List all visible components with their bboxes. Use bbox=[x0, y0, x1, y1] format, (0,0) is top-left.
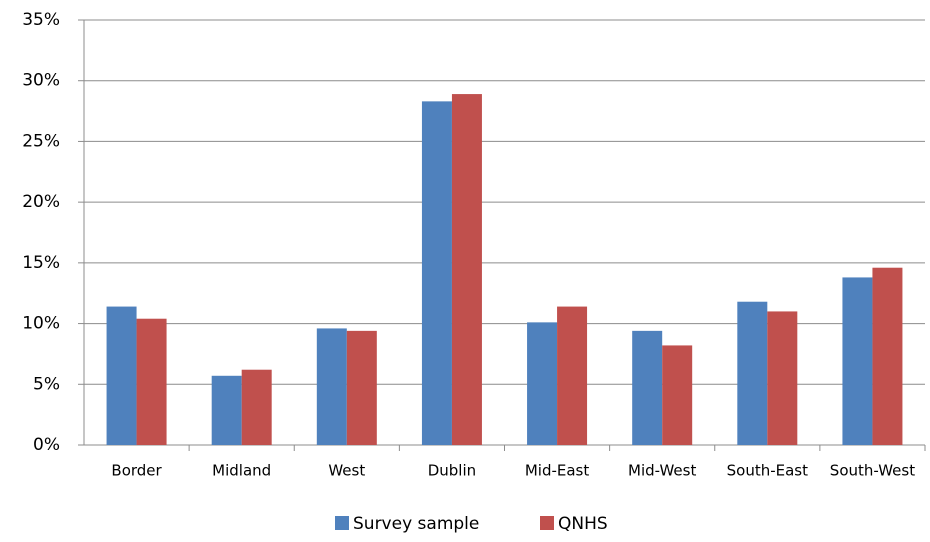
y-tick-label: 15% bbox=[22, 253, 60, 273]
x-tick-label: Mid-East bbox=[525, 462, 590, 480]
y-tick-label: 5% bbox=[33, 374, 60, 394]
x-tick-label: Dublin bbox=[428, 462, 476, 480]
bar bbox=[767, 311, 798, 445]
bar bbox=[662, 345, 693, 445]
y-tick-label: 10% bbox=[22, 314, 60, 334]
bar bbox=[842, 277, 873, 445]
bar bbox=[346, 330, 377, 445]
bar bbox=[106, 306, 137, 445]
bar bbox=[557, 306, 588, 445]
x-tick-label: Border bbox=[111, 462, 162, 480]
x-tick-label: West bbox=[328, 462, 365, 480]
bar bbox=[737, 301, 768, 445]
bar bbox=[136, 318, 167, 445]
y-tick-label: 0% bbox=[33, 435, 60, 455]
bar bbox=[421, 101, 452, 445]
bar bbox=[872, 267, 903, 445]
x-tick-label: Mid-West bbox=[628, 462, 696, 480]
x-tick-label: South-West bbox=[830, 462, 915, 480]
y-tick-label: 20% bbox=[22, 192, 60, 212]
bar bbox=[316, 328, 347, 445]
y-tick-label: 35% bbox=[22, 10, 60, 30]
bar bbox=[632, 330, 663, 445]
legend-label: Survey sample bbox=[353, 514, 479, 534]
bar bbox=[211, 375, 242, 445]
legend-swatch bbox=[540, 516, 554, 530]
x-tick-label: Midland bbox=[212, 462, 271, 480]
bar bbox=[527, 322, 558, 445]
y-tick-label: 25% bbox=[22, 131, 60, 151]
legend-label: QNHS bbox=[558, 514, 608, 534]
bar bbox=[451, 94, 482, 446]
y-tick-label: 30% bbox=[22, 71, 60, 91]
x-tick-label: South-East bbox=[727, 462, 808, 480]
legend-swatch bbox=[335, 516, 349, 530]
bar bbox=[241, 369, 272, 445]
